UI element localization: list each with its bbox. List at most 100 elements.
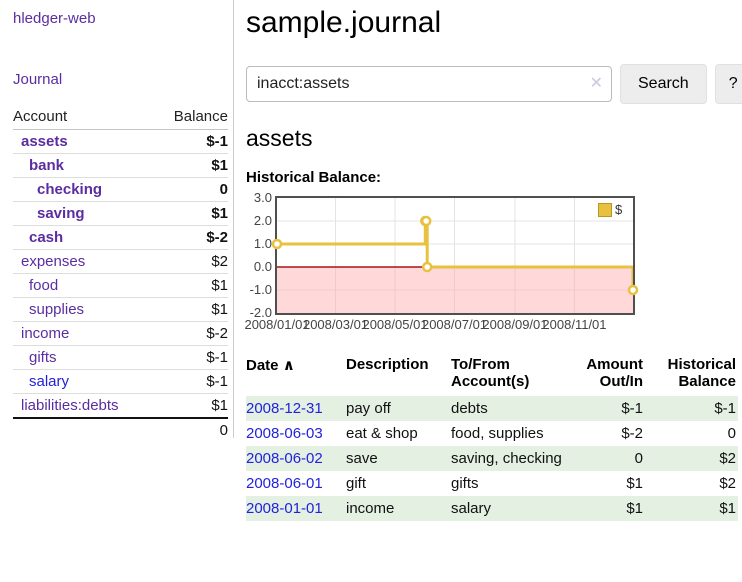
register-description-cell: gift xyxy=(346,475,367,492)
account-link[interactable]: bank xyxy=(29,157,65,174)
negative-region-fill xyxy=(277,267,633,313)
search-box: ✕ xyxy=(246,66,612,102)
register-accounts-cell: debts xyxy=(451,400,488,417)
sort-asc-icon: ∧ xyxy=(282,357,295,374)
register-balance-cell: $-1 xyxy=(714,400,736,417)
x-axis-tick-label: 2008/09/01 xyxy=(482,317,548,332)
account-balance: $1 xyxy=(211,277,228,294)
account-link[interactable]: gifts xyxy=(29,349,57,366)
account-balance: $-2 xyxy=(206,325,228,342)
chart-plot-area[interactable] xyxy=(271,196,639,315)
register-amount-cell: 0 xyxy=(634,450,643,467)
register-col-balance: Historical Balance xyxy=(667,356,736,390)
account-link[interactable]: cash xyxy=(29,229,64,246)
data-point-marker[interactable] xyxy=(627,284,639,296)
account-link[interactable]: checking xyxy=(37,181,103,198)
register-balance-cell: 0 xyxy=(727,425,736,442)
transaction-date-link[interactable]: 2008-01-01 xyxy=(246,500,323,517)
search-button[interactable]: Search xyxy=(620,64,707,104)
accounts-total-value: 0 xyxy=(219,422,228,439)
x-axis-tick-label: 2008/03/01 xyxy=(302,317,369,332)
chart-title: Historical Balance: xyxy=(246,169,382,186)
account-row: salary $-1 xyxy=(13,370,228,394)
register-balance-cell: $2 xyxy=(719,475,736,492)
historical-balance-chart[interactable]: 3.0 2.0 1.0 0.0 -1.0 -2.0 2008/01/01 2008/03/01… xyxy=(244,190,738,338)
account-link[interactable]: supplies xyxy=(29,301,85,318)
data-point-marker[interactable] xyxy=(420,215,432,227)
legend-swatch-icon xyxy=(598,202,612,217)
chart-border xyxy=(275,196,635,315)
account-balance: $1 xyxy=(211,157,228,174)
account-balance: $-2 xyxy=(206,229,228,246)
account-row: saving $1 xyxy=(13,202,228,226)
account-row: checking 0 xyxy=(13,178,228,202)
register-accounts-cell: gifts xyxy=(451,475,479,492)
account-row: liabilities:debts $1 xyxy=(13,394,228,418)
legend-label: $ xyxy=(615,202,623,217)
data-point-marker[interactable] xyxy=(421,261,433,273)
help-button[interactable]: ? xyxy=(714,64,742,104)
register-description-cell: income xyxy=(346,500,395,517)
y-axis-tick-label: 3.0 xyxy=(253,190,272,205)
register-amount-cell: $1 xyxy=(626,500,643,517)
search-input[interactable] xyxy=(246,66,612,102)
y-axis-tick-label: -1.0 xyxy=(249,282,272,297)
register-date-cell: 2008-12-31 xyxy=(246,396,346,421)
register-table: Date ∧ Description To/From Account(s) Am… xyxy=(246,354,738,521)
register-description-cell: eat & shop xyxy=(346,425,418,442)
account-link[interactable]: salary xyxy=(29,373,70,390)
y-axis-tick-label: 0.0 xyxy=(253,259,272,274)
account-link[interactable]: liabilities:debts xyxy=(21,397,119,414)
account-link[interactable]: food xyxy=(29,277,59,294)
accounts-total-row: 0 xyxy=(13,418,228,442)
register-col-description: Description xyxy=(346,356,429,373)
register-balance-cell: $2 xyxy=(719,450,736,467)
transaction-date-link[interactable]: 2008-12-31 xyxy=(246,400,323,417)
register-date-cell: 2008-06-01 xyxy=(246,471,346,496)
account-balance: $-1 xyxy=(206,133,228,150)
account-balance: $1 xyxy=(211,301,228,318)
account-balance: $-1 xyxy=(206,373,228,390)
transaction-date-link[interactable]: 2008-06-03 xyxy=(246,425,323,442)
account-link[interactable]: assets xyxy=(21,133,68,150)
account-balance: $2 xyxy=(211,253,228,270)
sidebar: hledger-web Journal Account Balance asse… xyxy=(0,0,234,439)
register-accounts-cell: saving, checking xyxy=(451,450,562,467)
account-row: assets $-1 xyxy=(13,130,228,154)
account-row: supplies $1 xyxy=(13,298,228,322)
data-point-marker[interactable] xyxy=(271,238,283,250)
account-row: expenses $2 xyxy=(13,250,228,274)
transaction-date-link[interactable]: 2008-06-01 xyxy=(246,475,323,492)
x-axis-tick-label: 2008/11/01 xyxy=(542,317,607,332)
register-date-cell: 2008-01-01 xyxy=(246,496,346,521)
account-row: cash $-2 xyxy=(13,226,228,250)
chart-legend: $ xyxy=(598,202,622,217)
register-col-date-label: Date xyxy=(246,357,279,374)
nav-journal-link[interactable]: Journal xyxy=(13,71,63,88)
register-amount-cell: $-1 xyxy=(621,400,643,417)
brand-link[interactable]: hledger-web xyxy=(13,10,96,27)
register-date-cell: 2008-06-02 xyxy=(246,446,346,471)
account-link[interactable]: saving xyxy=(37,205,85,222)
y-axis-tick-label: -2.0 xyxy=(249,305,272,320)
register-col-date[interactable]: Date ∧ xyxy=(246,354,346,396)
register-row: 2008-01-01 income salary $1 $1 xyxy=(246,496,738,521)
register-col-accounts: To/From Account(s) xyxy=(451,356,530,390)
register-date-cell: 2008-06-03 xyxy=(246,421,346,446)
register-description-cell: pay off xyxy=(346,400,391,417)
register-balance-cell: $1 xyxy=(719,500,736,517)
y-axis-tick-label: 1.0 xyxy=(253,236,272,251)
account-balance: 0 xyxy=(219,181,228,198)
clear-search-icon[interactable]: ✕ xyxy=(589,75,603,92)
accounts-total-spacer xyxy=(13,418,155,442)
account-link[interactable]: expenses xyxy=(21,253,86,270)
x-axis-tick-label: 2008/01/01 xyxy=(244,317,310,332)
transaction-date-link[interactable]: 2008-06-02 xyxy=(246,450,323,467)
account-balance: $1 xyxy=(211,397,228,414)
register-amount-cell: $1 xyxy=(626,475,643,492)
account-link[interactable]: income xyxy=(21,325,70,342)
account-row: food $1 xyxy=(13,274,228,298)
x-axis-tick-label: 2008/07/01 xyxy=(421,317,488,332)
register-accounts-cell: salary xyxy=(451,500,492,517)
